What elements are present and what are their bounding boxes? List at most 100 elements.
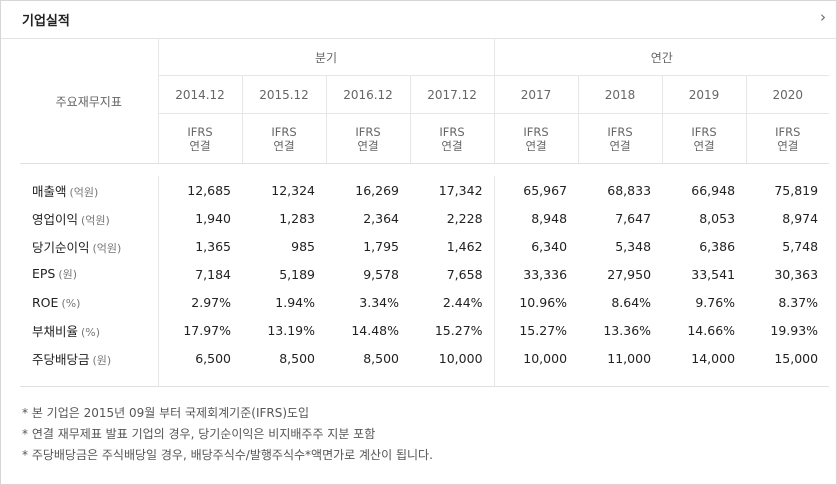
standard-consolidated-label: 연결 [609, 138, 631, 153]
footnote: * 주당배당금은 주식배당일 경우, 배당주식수/발행주식수*액면가로 계산이 … [22, 448, 433, 462]
metric-name: 주당배당금 [32, 351, 90, 367]
value-cell: 8.37% [778, 294, 819, 310]
table-row: ROE (%) 2.97% 1.94% 3.34% 2.44% 10.96% 8.64% 9.7… [20, 288, 829, 316]
accounting-standard-header: IFRS 연결 [745, 113, 830, 164]
standard-consolidated-label: 연결 [525, 138, 547, 153]
value-cell: 14.66% [687, 322, 736, 338]
metric-name: 매출액 [32, 183, 67, 199]
table-row: 매출액 (억원) 12,685 12,324 16,269 17,342 65,967 68,… [20, 176, 829, 204]
metric-label: 매출액 (억원) [20, 176, 158, 204]
period-header: 2015.12 [241, 75, 326, 114]
metric-name: 영업이익 [32, 211, 79, 227]
value-cell: 985 [291, 238, 315, 254]
value-cell: 12,324 [271, 182, 315, 198]
value-cell: 1,365 [157, 232, 242, 260]
table-row: 영업이익 (억원) 1,940 1,283 2,364 2,228 8,948 7,647 8,… [20, 204, 829, 232]
annual-group-header: 연간 [493, 39, 830, 76]
value-cell: 8,500 [279, 350, 315, 366]
value-cell: 3.34% [359, 294, 399, 310]
value-cell: 1,462 [446, 238, 483, 254]
table-row: 당기순이익 (억원) 1,365 985 1,795 1,462 6,340 5,348 6,3… [20, 232, 829, 260]
metric-unit: (원) [92, 353, 112, 367]
standard-ifrs-label: IFRS [271, 124, 297, 139]
period-header: 2016.12 [325, 75, 410, 114]
standard-ifrs-label: IFRS [607, 124, 633, 139]
standard-ifrs-label: IFRS [691, 124, 717, 139]
value-cell: 19.93% [770, 322, 819, 338]
value-cell: 2,364 [363, 210, 399, 226]
value-cell: 10,000 [493, 344, 579, 372]
metric-unit: (억원) [81, 213, 110, 227]
period-header: 2018 [577, 75, 663, 114]
value-cell: 8,053 [699, 210, 736, 226]
value-cell: 15,000 [774, 350, 819, 366]
value-cell: 75,819 [774, 182, 819, 198]
table-row: 부채비율 (%) 17.97% 13.19% 14.48% 15.27% 15.27% 13.… [20, 316, 829, 344]
standard-ifrs-label: IFRS [355, 124, 381, 139]
value-cell: 17.97% [157, 316, 242, 344]
metric-unit: (억원) [69, 185, 99, 199]
standard-consolidated-label: 연결 [777, 138, 799, 153]
value-cell: 5,189 [279, 266, 315, 282]
value-cell: 8,948 [493, 204, 579, 232]
metric-name: ROE [32, 294, 59, 310]
standard-consolidated-label: 연결 [357, 138, 379, 153]
value-cell: 2.97% [157, 288, 242, 316]
value-cell: 1,283 [279, 210, 315, 226]
value-cell: 17,342 [438, 182, 483, 198]
metric-unit: (억원) [92, 241, 122, 255]
value-cell: 6,500 [157, 344, 242, 372]
metric-label: 영업이익 (억원) [20, 204, 158, 232]
value-cell: 2,228 [446, 210, 483, 226]
standard-consolidated-label: 연결 [693, 138, 715, 153]
value-cell: 9,578 [363, 266, 399, 282]
value-cell: 13.19% [267, 322, 315, 338]
value-cell: 5,348 [615, 238, 652, 254]
value-cell: 66,948 [691, 182, 736, 198]
accounting-standard-header: IFRS 연결 [577, 113, 663, 164]
accounting-standard-header: IFRS 연결 [241, 113, 326, 164]
standard-ifrs-label: IFRS [187, 124, 213, 139]
value-cell: 8,974 [782, 210, 819, 226]
table-row: EPS (원) 7,184 5,189 9,578 7,658 33,336 27,950 33… [20, 260, 829, 288]
value-cell: 68,833 [607, 182, 652, 198]
table-row: 주당배당금 (원) 6,500 8,500 8,500 10,000 10,000 11,00… [20, 344, 829, 372]
metric-label: EPS (원) [20, 260, 158, 288]
period-header: 2017 [493, 75, 579, 114]
metric-name: EPS [32, 266, 56, 281]
value-cell: 33,541 [691, 266, 736, 282]
financial-table: 주요재무지표 분기 연간 2014.12 2015.12 2016.12 201… [20, 39, 830, 387]
period-header: 2020 [745, 75, 830, 114]
metric-unit: (%) [61, 296, 81, 310]
value-cell: 15.27% [493, 316, 579, 344]
metric-name: 부채비율 [32, 323, 79, 339]
value-cell: 8,500 [363, 350, 399, 366]
footnotes: * 본 기업은 2015년 09월 부터 국제회계기준(IFRS)도입 * 연결… [22, 403, 433, 466]
value-cell: 14.48% [351, 322, 399, 338]
value-cell: 10,000 [438, 350, 483, 366]
standard-ifrs-label: IFRS [775, 124, 801, 139]
period-header: 2019 [661, 75, 747, 114]
standard-consolidated-label: 연결 [441, 138, 463, 153]
value-cell: 13.36% [603, 322, 652, 338]
metric-column-header: 주요재무지표 [20, 39, 158, 164]
panel-title: 기업실적 [22, 14, 70, 29]
value-cell: 2.44% [442, 294, 483, 310]
accounting-standard-header: IFRS 연결 [493, 113, 579, 164]
value-cell: 7,184 [157, 260, 242, 288]
metric-label: 주당배당금 (원) [20, 344, 158, 372]
footnote: * 연결 재무제표 발표 기업의 경우, 당기순이익은 비지배주주 지분 포함 [22, 427, 376, 441]
chevron-right-icon[interactable]: › [820, 8, 826, 26]
accounting-standard-header: IFRS 연결 [157, 113, 242, 164]
metric-name: 당기순이익 [32, 239, 90, 255]
value-cell: 33,336 [493, 260, 579, 288]
standard-consolidated-label: 연결 [189, 138, 211, 153]
value-cell: 10.96% [493, 288, 579, 316]
value-cell: 65,967 [493, 176, 579, 204]
value-cell: 16,269 [355, 182, 399, 198]
metric-label: 부채비율 (%) [20, 316, 158, 344]
accounting-standard-header: IFRS 연결 [325, 113, 410, 164]
value-cell: 27,950 [607, 266, 652, 282]
metric-label: 당기순이익 (억원) [20, 232, 158, 260]
